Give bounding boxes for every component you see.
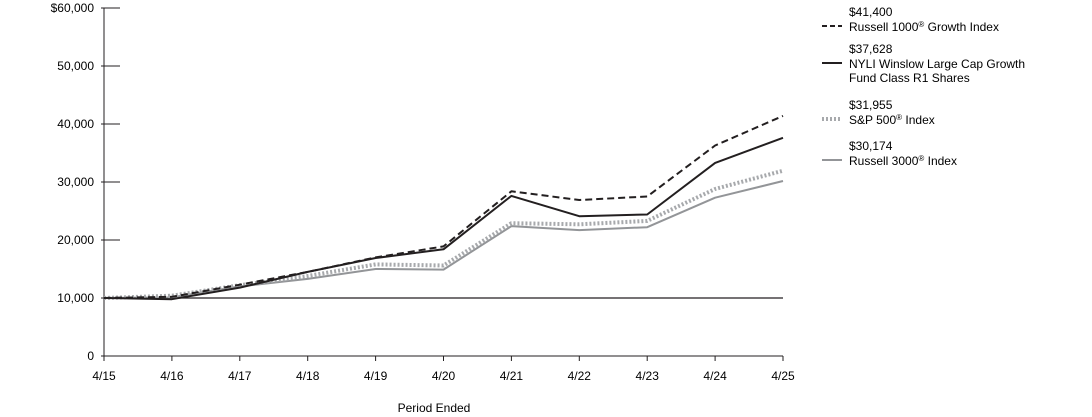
axes: 0 10,000 20,000 30,000 40,000 50,000 $60,000 4/… bbox=[51, 1, 795, 383]
y-tick-label: 20,000 bbox=[57, 233, 94, 247]
x-tick-label: 4/15 bbox=[92, 369, 116, 383]
y-tick-label: 10,000 bbox=[57, 291, 94, 305]
x-tick-label: 4/16 bbox=[160, 369, 184, 383]
x-tick-label: 4/21 bbox=[500, 369, 524, 383]
series-line bbox=[103, 180, 784, 299]
legend-series-name: Russell 3000® Index bbox=[849, 154, 957, 168]
x-tick-label: 4/19 bbox=[364, 369, 388, 383]
y-tick-label: 30,000 bbox=[57, 175, 94, 189]
y-tick-label: 0 bbox=[87, 349, 94, 363]
legend-series-name: Russell 1000® Growth Index bbox=[849, 20, 999, 34]
x-tick-label: 4/22 bbox=[568, 369, 592, 383]
legend-series-name: Fund Class R1 Shares bbox=[849, 71, 970, 85]
y-tick-label: 50,000 bbox=[57, 59, 94, 73]
y-tick-label: 40,000 bbox=[57, 117, 94, 131]
x-tick-label: 4/25 bbox=[771, 369, 795, 383]
legend-value-label: $37,628 bbox=[849, 42, 893, 56]
x-tick-label: 4/23 bbox=[636, 369, 660, 383]
x-tick-label: 4/18 bbox=[296, 369, 320, 383]
x-tick-label: 4/24 bbox=[703, 369, 727, 383]
legend-value-label: $41,400 bbox=[849, 5, 893, 19]
x-tick-label: 4/17 bbox=[228, 369, 252, 383]
x-tick-label: 4/20 bbox=[432, 369, 456, 383]
x-axis-title: Period Ended bbox=[398, 401, 471, 415]
legend-series-name: NYLI Winslow Large Cap Growth bbox=[849, 57, 1025, 71]
legend-series-name: S&P 500® Index bbox=[849, 113, 935, 127]
series-line bbox=[103, 136, 784, 301]
series-lines bbox=[103, 114, 784, 301]
y-tick-label: $60,000 bbox=[51, 1, 95, 15]
series-line bbox=[103, 114, 784, 299]
legend-value-label: $31,955 bbox=[849, 98, 893, 112]
legend-value-label: $30,174 bbox=[849, 139, 893, 153]
